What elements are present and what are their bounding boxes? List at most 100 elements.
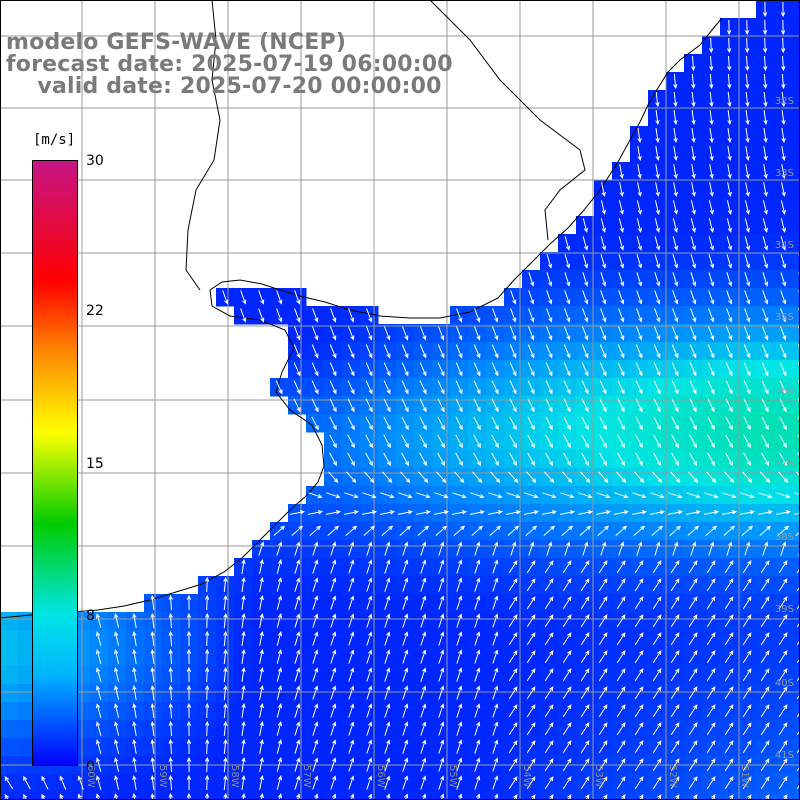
wind-arrow [580, 650, 590, 664]
wind-arrow [312, 739, 319, 754]
wind-arrow [542, 510, 558, 515]
wind-arrow [652, 471, 663, 484]
wind-arrow [494, 793, 499, 800]
wind-arrow [365, 362, 373, 377]
wind-arrow [690, 541, 697, 556]
wind-arrow [492, 703, 499, 718]
wind-arrow [709, 146, 714, 162]
wind-arrow [366, 631, 373, 646]
wind-arrow [168, 702, 173, 719]
wind-arrow [742, 722, 752, 736]
wind-arrow [488, 510, 504, 515]
wind-arrow [652, 722, 662, 736]
wind-arrow [655, 146, 660, 162]
wind-arrow [150, 594, 155, 610]
wind-arrow [796, 471, 800, 477]
wind-arrow [634, 614, 644, 628]
wind-arrow [526, 614, 536, 628]
wind-arrow [330, 326, 337, 341]
wind-arrow [294, 577, 301, 592]
wind-arrow [473, 362, 481, 377]
wind-arrow [419, 344, 427, 359]
wind-arrow [454, 471, 465, 484]
wind-arrow [564, 308, 571, 323]
wind-arrow [420, 739, 427, 754]
wind-arrow [95, 721, 102, 736]
wind-arrow [542, 492, 557, 499]
wind-arrow [456, 667, 463, 682]
wind-arrow [508, 650, 518, 664]
wind-arrow [456, 721, 463, 736]
wind-arrow [366, 685, 373, 700]
wind-arrow [401, 452, 409, 467]
wind-arrow [420, 541, 427, 556]
wind-arrow [259, 576, 264, 592]
wind-speed-cell [0, 792, 19, 800]
wind-arrow [635, 434, 643, 449]
wind-speed-cell [54, 792, 73, 800]
wind-arrow [455, 452, 463, 467]
wind-arrow [259, 774, 264, 790]
wind-arrow [653, 416, 661, 431]
wind-arrow [114, 739, 120, 754]
wind-speed-cell [792, 432, 800, 451]
wind-arrow [438, 739, 445, 754]
wind-arrow [616, 578, 626, 592]
wind-arrow [707, 344, 715, 359]
wind-arrow [581, 398, 589, 413]
wind-arrow [723, 525, 736, 536]
wind-arrow [259, 738, 264, 754]
wind-arrow [241, 630, 246, 646]
wind-arrow [527, 380, 535, 395]
lon-label-58w: 58W [229, 765, 240, 788]
wind-arrow [580, 632, 590, 646]
wind-arrow [456, 559, 463, 574]
wind-arrow [655, 110, 660, 126]
wind-arrow [168, 720, 173, 737]
wind-arrow [508, 578, 518, 592]
wind-arrow [797, 452, 800, 459]
wind-arrow [543, 525, 556, 536]
wind-arrow [526, 632, 536, 646]
wind-arrow [384, 685, 391, 700]
wind-arrow [562, 740, 572, 754]
wind-arrow [796, 765, 800, 772]
wind-arrow [348, 541, 355, 556]
wind-arrow [383, 398, 391, 413]
wind-arrow [527, 344, 535, 359]
wind-arrow [616, 686, 626, 700]
wind-arrow [652, 668, 662, 682]
wind-arrow [276, 577, 282, 592]
wind-arrow [491, 452, 499, 467]
wind-speed-cell [792, 450, 800, 469]
wind-arrow [740, 492, 755, 499]
wind-speed-cell [0, 702, 19, 721]
wind-arrow [671, 398, 679, 413]
wind-arrow [745, 164, 750, 180]
colorbar-tick-30: 30 [86, 153, 104, 169]
wind-arrow [655, 182, 660, 197]
wind-speed-cell [792, 504, 800, 523]
wind-arrow [762, 218, 768, 233]
wind-speed-cell [0, 684, 19, 703]
wind-arrow [598, 776, 608, 790]
wind-speed-cell [792, 162, 800, 181]
wind-arrow [580, 578, 590, 592]
wind-arrow [402, 613, 409, 628]
wind-arrow [780, 200, 786, 215]
wind-arrow [59, 793, 64, 800]
coastline-path [0, 17, 723, 619]
wind-arrow [312, 595, 319, 610]
wind-arrow [508, 722, 518, 736]
wind-arrow [707, 380, 715, 395]
wind-arrow [709, 55, 714, 72]
wind-arrow [525, 525, 538, 536]
wind-arrow [527, 362, 535, 377]
wind-arrow [186, 594, 192, 611]
wind-arrow [722, 492, 737, 499]
wind-arrow [632, 510, 648, 515]
wind-arrow [706, 686, 716, 700]
wind-arrow [761, 344, 769, 359]
wind-arrow [760, 632, 770, 646]
